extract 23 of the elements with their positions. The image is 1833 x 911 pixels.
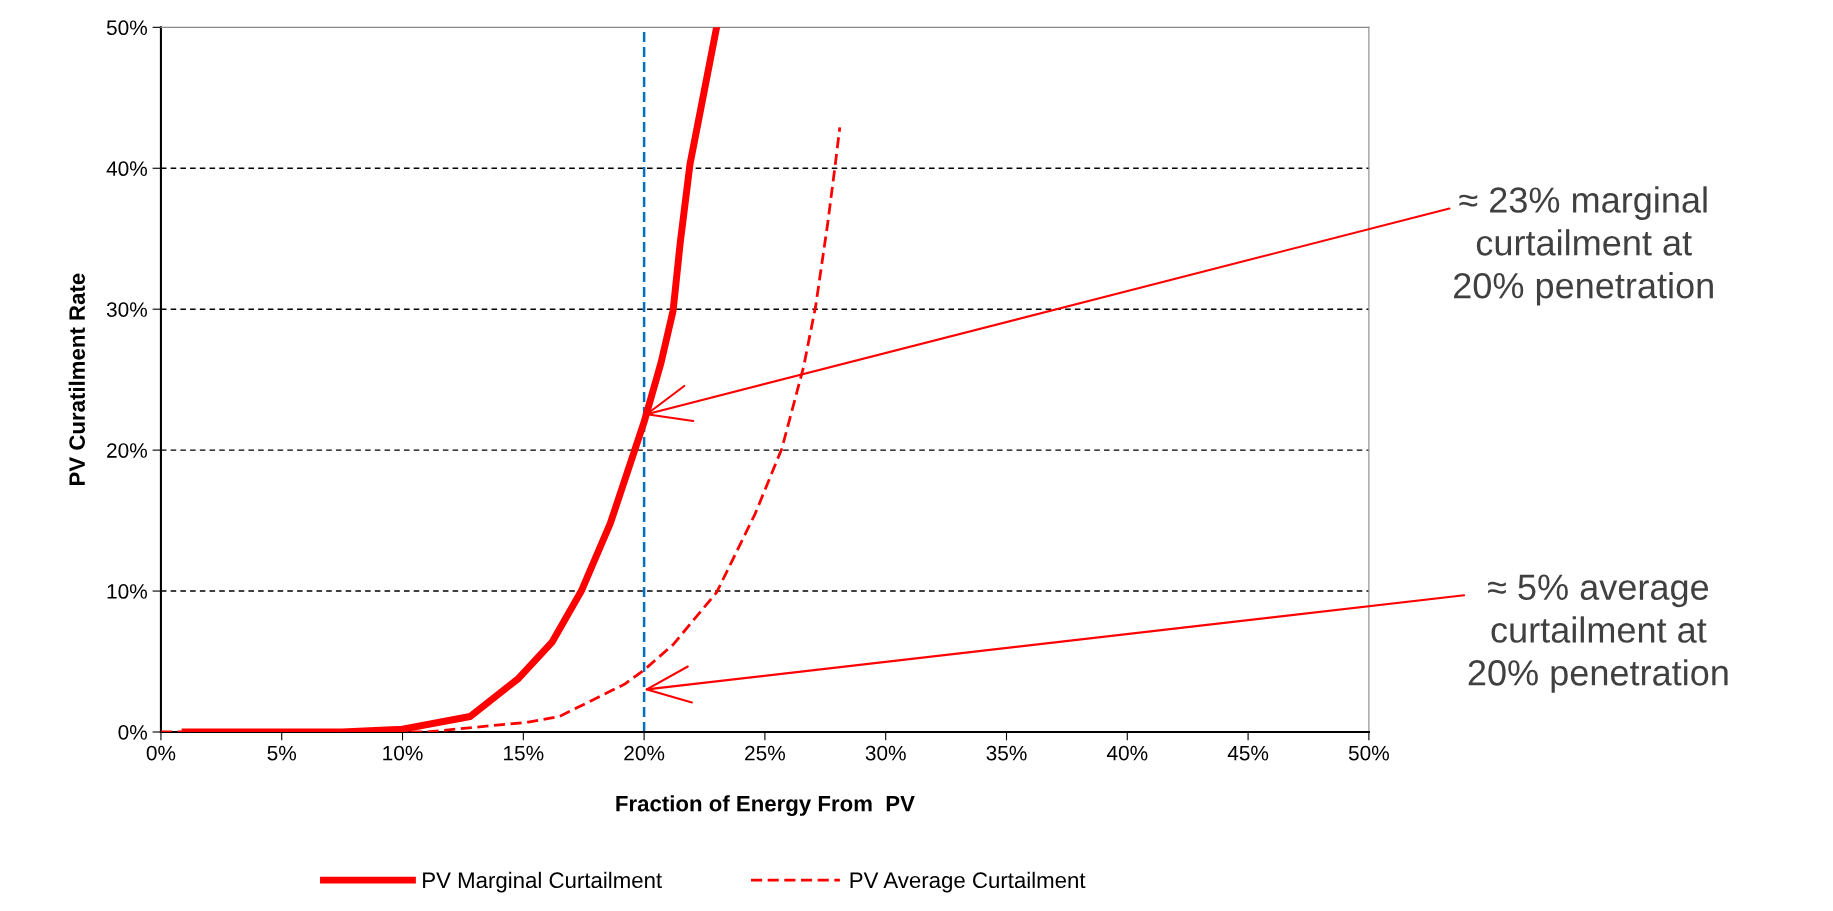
y-tick-label: 10% <box>107 584 147 599</box>
x-tick-label: 30% <box>865 745 906 761</box>
x-tick-label: 5% <box>267 745 297 761</box>
x-tick-label: 50% <box>1348 745 1389 761</box>
x-tick-label: 20% <box>624 745 665 761</box>
legend-label: PV Marginal Curtailment <box>423 871 662 893</box>
x-tick-label: 40% <box>1106 745 1148 761</box>
x-tick-label: 15% <box>504 745 544 761</box>
annotation: ≈ 23% marginal curtailment at 20% penetration <box>1454 186 1713 306</box>
y-tick-label: 30% <box>106 302 147 317</box>
y-axis-title: PV Curatilment Rate <box>68 273 85 485</box>
y-tick-label: 50% <box>106 20 147 36</box>
annotation: ≈ 5% average curtailment at 20% penetration <box>1468 574 1728 693</box>
x-tick-label: 45% <box>1227 745 1269 761</box>
x-tick-label: 35% <box>986 745 1027 761</box>
x-axis-title: Fraction of Energy From PV <box>616 795 915 816</box>
x-tick-label: 10% <box>383 745 423 761</box>
y-tick-label: 20% <box>107 443 147 458</box>
y-tick-label: 0% <box>118 724 147 740</box>
y-tick-label: 40% <box>106 161 147 177</box>
x-tick-label: 25% <box>745 745 786 761</box>
legend-label: PV Average Curtailment <box>850 871 1086 893</box>
x-tick-label: 0% <box>146 745 176 761</box>
